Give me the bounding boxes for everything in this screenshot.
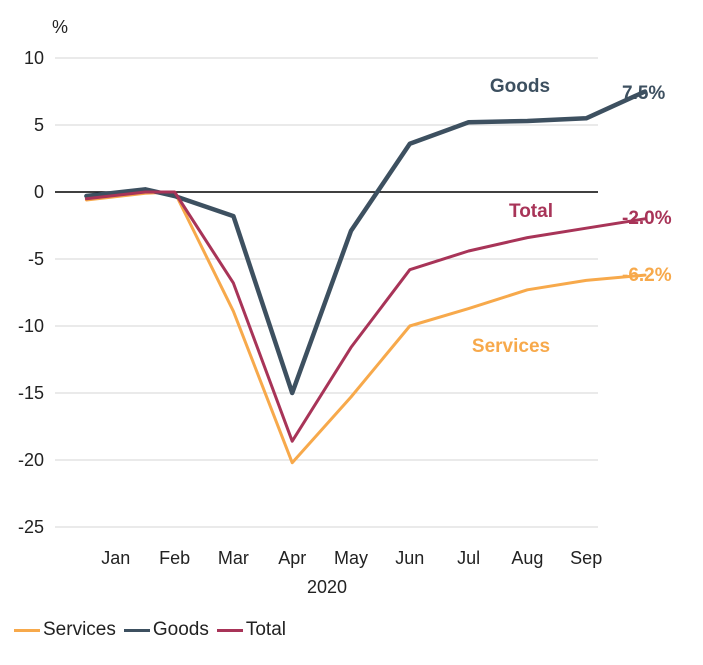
legend-swatch bbox=[216, 628, 243, 632]
x-tick-label: Feb bbox=[159, 548, 190, 568]
y-axis-ticks: 10 5 0 -5 -10 -15 -20 -25 bbox=[18, 48, 44, 537]
y-tick-label: -15 bbox=[18, 383, 44, 403]
legend-label: Total bbox=[245, 619, 286, 640]
y-tick-label: 0 bbox=[34, 182, 44, 202]
series-name-label-total: Total bbox=[509, 201, 553, 222]
x-axis-ticks: Jan Feb Mar Apr May Jun Jul Aug Sep bbox=[101, 548, 602, 568]
x-tick-label: Jul bbox=[457, 548, 480, 568]
x-tick-label: Mar bbox=[218, 548, 249, 568]
series-line-total bbox=[84, 190, 647, 443]
legend-swatch bbox=[14, 628, 40, 632]
x-tick-label: Jan bbox=[101, 548, 130, 568]
legend-swatch bbox=[123, 628, 150, 632]
y-tick-label: -5 bbox=[28, 249, 44, 269]
series-lines bbox=[84, 89, 648, 465]
x-tick-label: Aug bbox=[511, 548, 543, 568]
y-tick-label: 5 bbox=[34, 115, 44, 135]
x-tick-label: Sep bbox=[570, 548, 602, 568]
legend-item-services: Services bbox=[14, 619, 116, 641]
x-tick-label: May bbox=[334, 548, 368, 568]
x-tick-label: Apr bbox=[278, 548, 306, 568]
legend-item-goods: Goods bbox=[123, 619, 209, 641]
series-labels: Services -6.2% Goods 7.5% Total -2.0% bbox=[472, 76, 672, 357]
y-tick-label: -10 bbox=[18, 316, 44, 336]
x-tick-label: Jun bbox=[395, 548, 424, 568]
legend-label: Goods bbox=[152, 619, 209, 640]
x-axis-year-label: 2020 bbox=[307, 577, 347, 597]
series-line-goods bbox=[84, 89, 648, 396]
y-tick-label: -20 bbox=[18, 450, 44, 470]
end-value-label-total: -2.0% bbox=[622, 208, 672, 229]
end-value-label-goods: 7.5% bbox=[622, 83, 665, 104]
end-value-label-services: -6.2% bbox=[622, 265, 672, 286]
y-tick-label: 10 bbox=[24, 48, 44, 68]
legend-label: Services bbox=[43, 619, 116, 640]
legend-item-total: Total bbox=[216, 619, 286, 641]
series-name-label-goods: Goods bbox=[490, 76, 550, 97]
y-unit-label: % bbox=[52, 17, 68, 37]
legend: Services Goods Total bbox=[14, 617, 294, 643]
series-name-label-services: Services bbox=[472, 336, 550, 357]
y-tick-label: -25 bbox=[18, 517, 44, 537]
